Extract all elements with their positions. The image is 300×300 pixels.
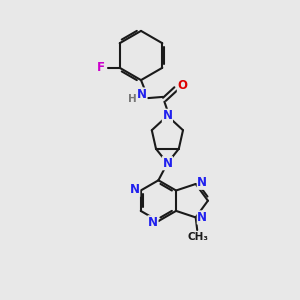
- Text: N: N: [130, 183, 140, 196]
- Text: N: N: [162, 157, 172, 170]
- Text: N: N: [137, 88, 147, 101]
- Text: O: O: [177, 79, 188, 92]
- Text: F: F: [97, 61, 105, 74]
- Text: H: H: [128, 94, 136, 104]
- Text: N: N: [162, 109, 172, 122]
- Text: N: N: [197, 176, 207, 189]
- Text: CH₃: CH₃: [187, 232, 208, 242]
- Text: N: N: [148, 216, 158, 229]
- Text: N: N: [197, 211, 207, 224]
